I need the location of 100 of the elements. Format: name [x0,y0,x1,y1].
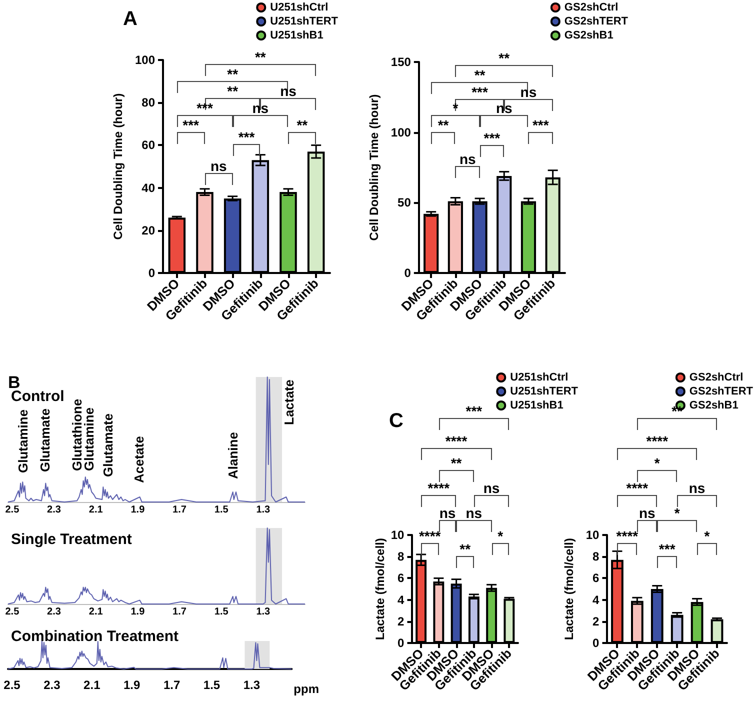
text: **** [445,432,468,449]
x-tick-label: 2.1 [88,504,104,516]
annotation: Glutamine [16,409,30,473]
x-tick-label: 2.3 [44,678,61,692]
annotation: Lactate [282,379,296,425]
y-tick-label: 60 [142,138,156,152]
y-tick-label: 0 [148,266,156,280]
annotation: Glutamine [82,407,96,471]
y-tick-label: 50 [398,196,412,210]
annotation: Glutamate [38,408,52,472]
x-tick-label: 1.7 [172,606,187,618]
text: * [674,504,680,521]
text: **** [626,480,648,496]
annotation: Alanine [226,432,240,479]
text: ns [466,504,482,521]
legend-label: U251shB1 [510,400,564,412]
y-tick-label: 0 [398,636,405,650]
annotation: *** [532,117,549,134]
y-tick-label: 4 [592,592,600,607]
legend-label: GS2shB1 [564,30,614,42]
legend-label: U251shTERT [270,16,338,28]
legend-label: U251shCtrl [270,2,328,14]
y-tick-label: 10 [390,528,405,542]
legend-label: U251shB1 [270,30,324,42]
y-tick-label: 8 [592,550,600,564]
chart-title: C [389,410,404,432]
legend-label: U251shCtrl [510,372,568,384]
x-tick-label: 2.5 [5,606,20,618]
text: * [654,455,660,472]
x-tick-label: 1.7 [172,504,187,516]
text: *** [466,403,482,420]
annotation: ns [210,158,227,174]
legend-label: GS2shCtrl [689,372,744,384]
annotation: Glutathione [70,398,84,471]
x-tick-label: 1.3 [256,606,271,618]
annotation: *** [182,117,200,134]
y-tick-label: 150 [390,55,412,69]
y-axis-title: Lactate (fmol/cell) [562,538,576,640]
annotation: ns [252,100,269,116]
annotation: *** [484,130,500,146]
y-tick-label: 6 [398,571,405,586]
y-tick-label: 4 [398,592,405,607]
x-tick-label: 2.5 [5,504,20,516]
y-tick-label: 40 [142,180,156,195]
legend-label: GS2shB1 [689,400,738,412]
text: ns [483,480,500,496]
annotation: ** [296,117,308,134]
annotation: * [498,528,504,544]
x-tick-label: 2.1 [84,678,101,692]
annotation: ** [438,117,449,134]
annotation: ** [254,49,266,66]
chart-title: Combination Treatment [11,628,179,645]
x-tick-label: 1.3 [256,504,271,516]
y-tick-label: 8 [398,550,405,564]
y-tick-label: 0 [404,266,412,280]
x-tick-label: 1.5 [214,606,229,618]
x-tick-label: 1.9 [130,606,146,618]
text: ns [688,480,706,496]
text: ns [439,504,456,521]
annotation: * [704,528,710,544]
y-tick-label: 10 [586,528,600,542]
y-axis-title: Lactate (fmol/cell) [373,538,388,640]
text: ** [450,455,462,472]
legend-label: U251shTERT [510,386,578,398]
annotation: **** [418,528,441,544]
y-tick-label: 6 [592,571,600,586]
legend-label: GS2shTERT [564,16,628,28]
legend-label: GS2shCtrl [564,2,618,14]
annotation: ** [460,540,471,557]
annotation: ns [280,83,296,100]
annotation: ns [459,151,476,168]
y-axis-title: Cell Doubling Time (hour) [367,94,381,241]
x-tick-label: 1.3 [243,678,260,692]
x-tick-label: 1.9 [124,678,141,692]
x-tick-label: 2.1 [88,606,104,618]
annotation: Glutamate [100,413,116,477]
chart-title: A [123,8,138,30]
annotation: ns [496,100,512,116]
x-tick-label: 2.5 [4,678,21,692]
x-axis-title: ppm [294,682,320,696]
annotation: **** [616,528,638,544]
y-tick-label: 80 [142,96,156,110]
annotation: ** [227,83,238,100]
y-tick-label: 0 [592,636,600,650]
x-tick-label: 1.5 [203,678,220,692]
annotation: ** [498,50,510,66]
x-tick-label: 1.9 [130,504,146,516]
text: ns [638,504,656,521]
annotation: ** [474,66,486,83]
text: **** [428,480,450,496]
annotation: *** [658,540,676,557]
y-tick-label: 100 [134,53,156,67]
chart-title: Single Treatment [11,531,132,548]
y-axis-title: Cell Doubling Time (hour) [111,93,126,240]
annotation: Acetate [132,436,146,483]
annotation: ns [520,84,537,100]
annotation: *** [238,129,255,146]
y-tick-label: 2 [592,614,600,628]
x-tick-label: 2.3 [47,606,62,618]
y-tick-label: 100 [390,125,412,140]
